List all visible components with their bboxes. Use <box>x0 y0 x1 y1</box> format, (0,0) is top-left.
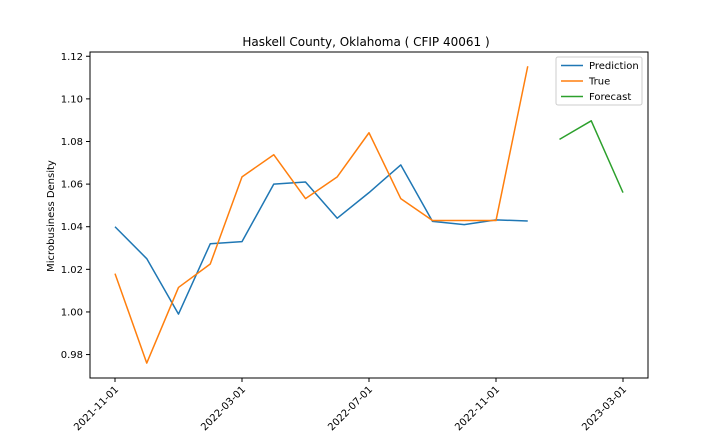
forecast-point <box>622 191 624 193</box>
y-tick-label: 1.12 <box>61 52 83 63</box>
legend-label-true: True <box>588 77 610 88</box>
true-point <box>368 132 370 134</box>
true-point <box>209 263 211 265</box>
chart-title: Haskell County, Oklahoma ( CFIP 40061 ) <box>242 35 489 49</box>
prediction-point <box>400 164 402 166</box>
prediction-point <box>304 181 306 183</box>
y-tick-label: 1.02 <box>61 265 83 276</box>
prediction-point <box>336 217 338 219</box>
legend: Prediction True Forecast <box>555 56 643 106</box>
x-tick-label: 2023-03-01 <box>580 384 629 432</box>
prediction-point <box>241 240 243 242</box>
legend-box <box>555 56 643 106</box>
y-axis: 0.98 1.00 1.02 1.04 1.06 1.08 1.10 1.12 <box>61 52 90 361</box>
true-point <box>114 272 116 274</box>
true-point <box>304 197 306 199</box>
x-axis: 2021-11-01 2022-03-01 2022-07-01 2022-11-01… <box>72 378 629 432</box>
legend-label-forecast: Forecast <box>589 92 631 103</box>
true-point <box>177 286 179 288</box>
forecast-point <box>558 138 560 140</box>
true-point <box>400 197 402 199</box>
forecast-line <box>559 120 624 193</box>
prediction-line <box>114 164 528 315</box>
true-point <box>273 154 275 156</box>
y-tick-label: 0.98 <box>61 350 83 361</box>
x-tick-label: 2021-11-01 <box>72 384 121 432</box>
prediction-point <box>368 191 370 193</box>
prediction-point <box>114 226 116 228</box>
y-tick-label: 1.08 <box>61 137 83 148</box>
forecast-point <box>590 120 592 122</box>
true-point <box>146 362 148 364</box>
prediction-point <box>209 243 211 245</box>
true-line <box>114 66 529 364</box>
x-tick-label: 2022-07-01 <box>326 384 375 432</box>
y-tick-label: 1.10 <box>61 94 83 105</box>
prediction-point <box>146 257 148 259</box>
true-point <box>463 219 465 221</box>
true-point <box>241 176 243 178</box>
x-tick-label: 2022-03-01 <box>199 384 248 432</box>
legend-label-prediction: Prediction <box>589 61 639 72</box>
true-point <box>527 65 529 67</box>
x-tick-label: 2022-11-01 <box>453 384 502 432</box>
true-point <box>495 219 497 221</box>
prediction-point <box>527 220 529 222</box>
prediction-point <box>463 223 465 225</box>
prediction-point <box>273 183 275 185</box>
y-tick-label: 1.06 <box>61 180 83 191</box>
series-lines <box>114 65 624 364</box>
y-tick-label: 1.00 <box>61 307 83 318</box>
y-tick-label: 1.04 <box>61 222 83 233</box>
y-axis-label: Microbusiness Density <box>46 160 57 272</box>
true-point <box>431 219 433 221</box>
prediction-point <box>177 313 179 315</box>
true-point <box>336 176 338 178</box>
